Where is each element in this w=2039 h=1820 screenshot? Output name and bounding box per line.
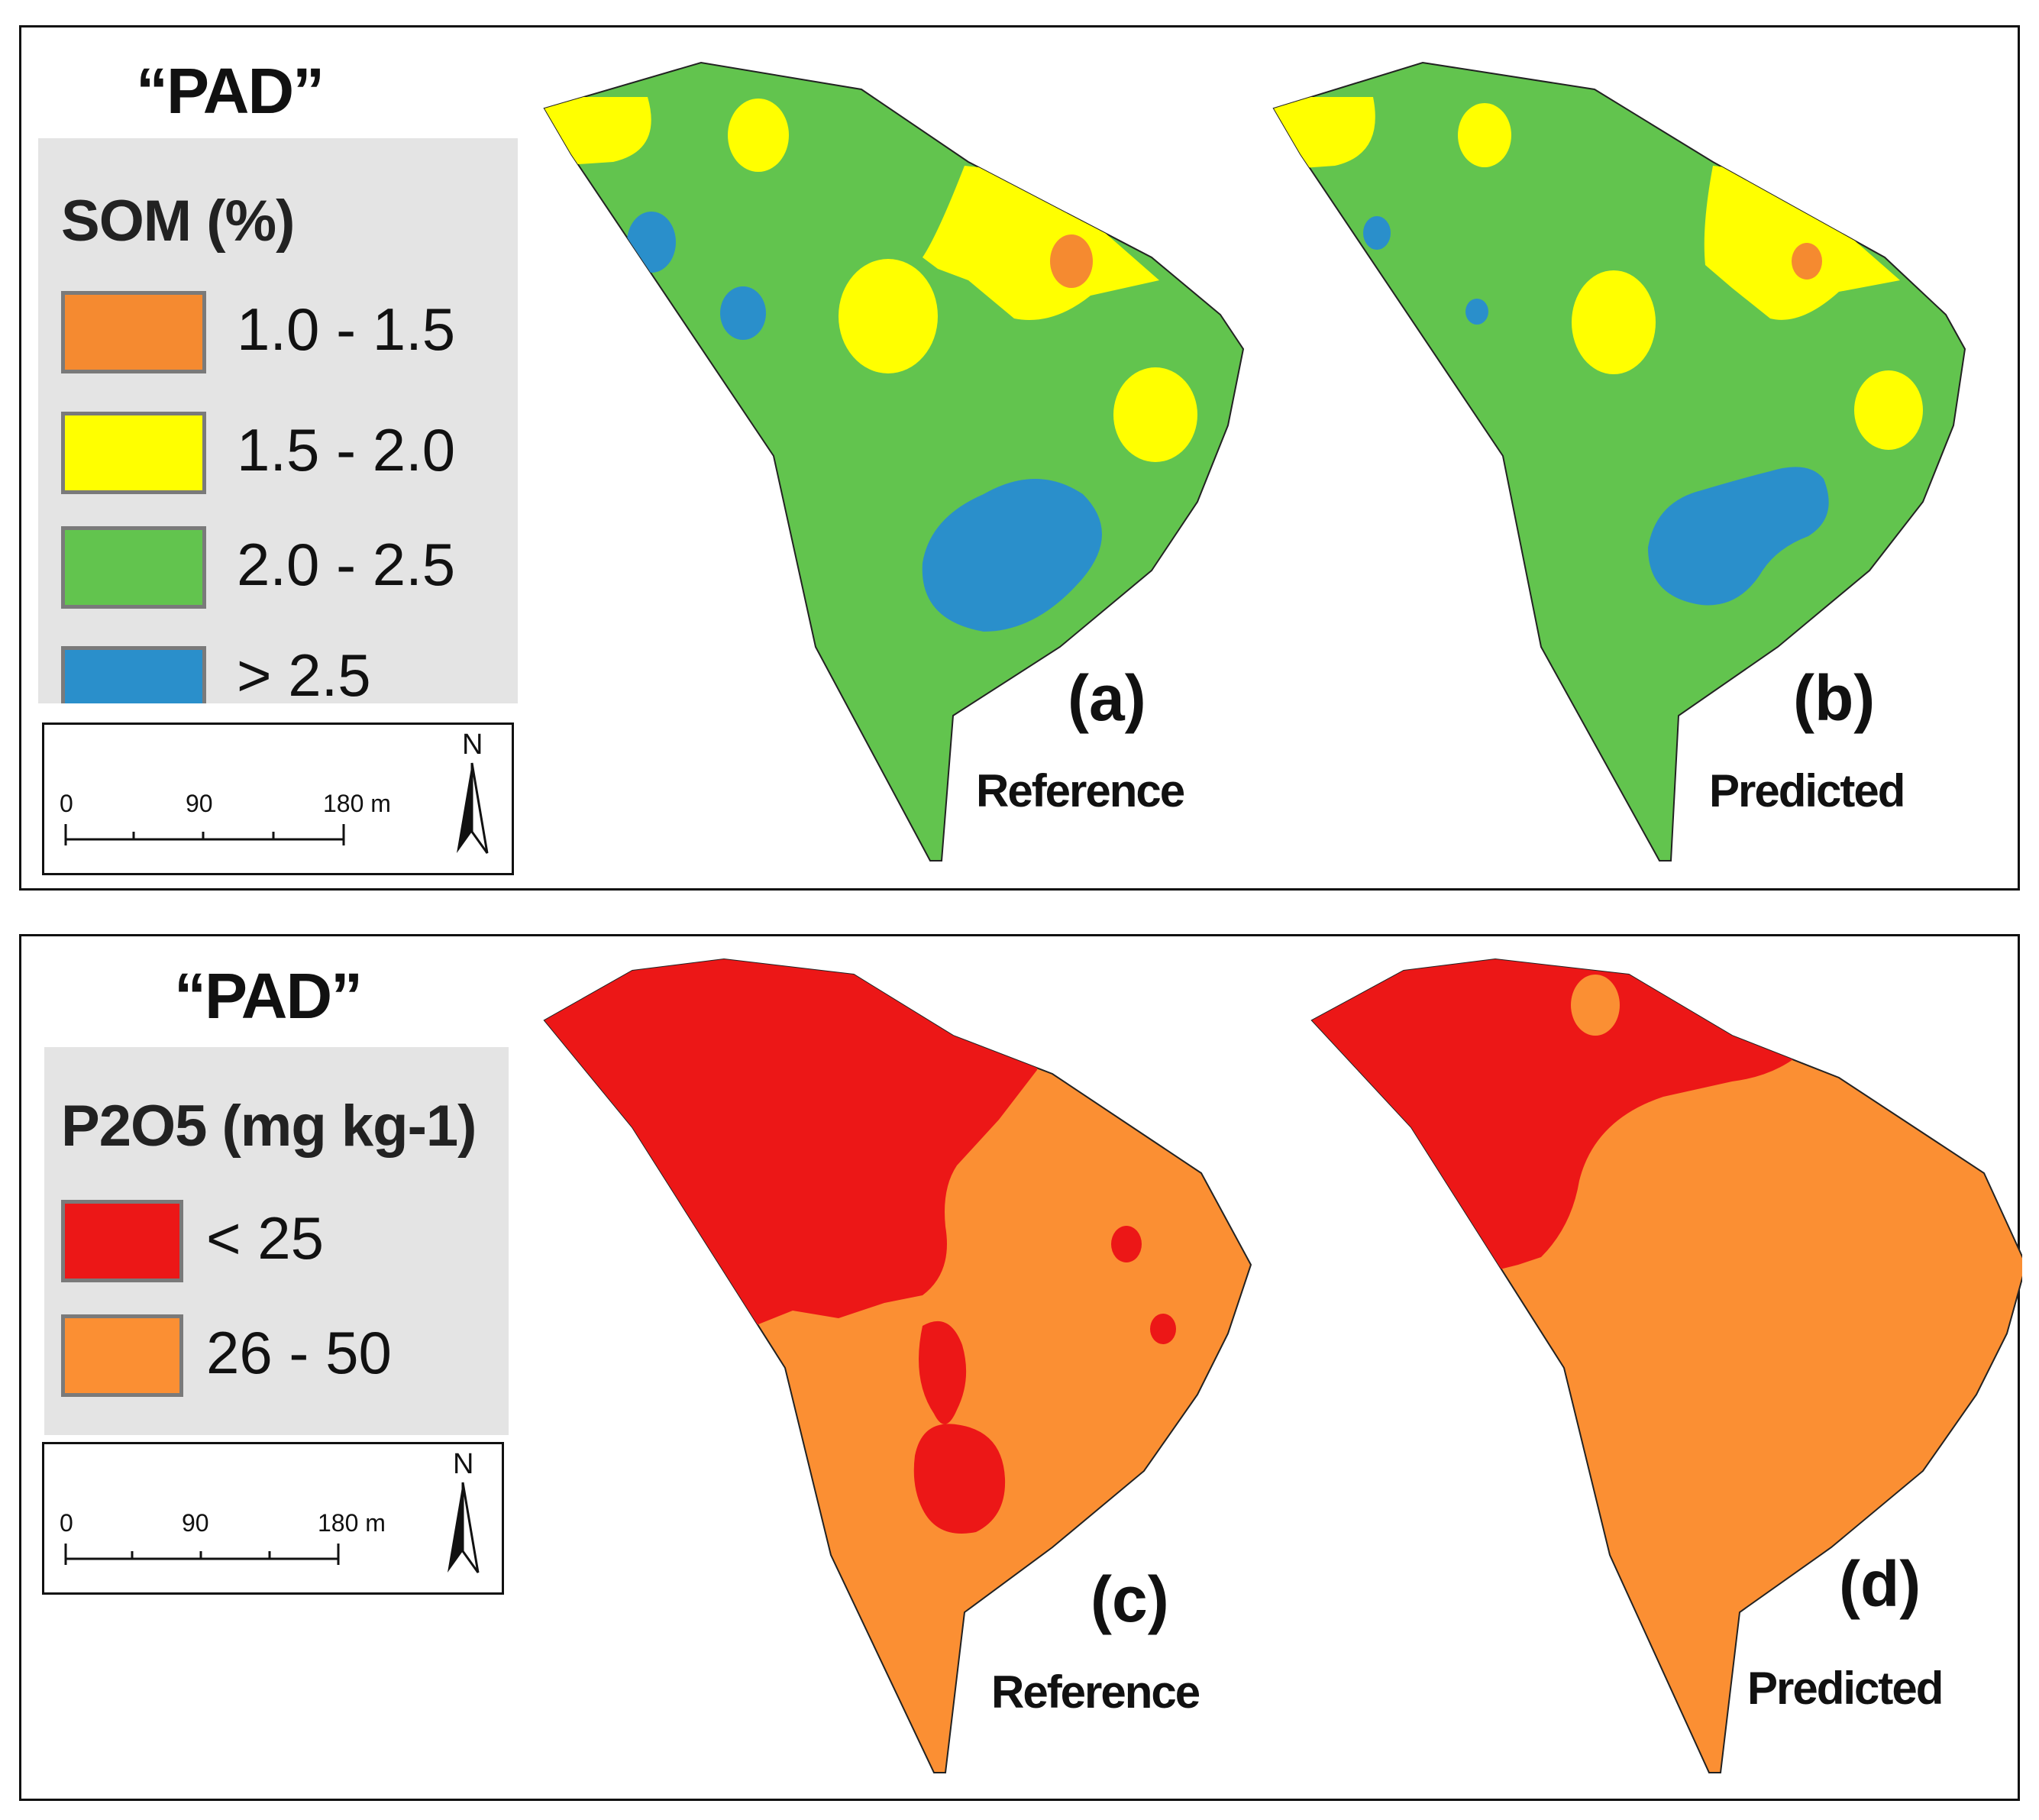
scale-tick-label: 90 bbox=[186, 790, 213, 817]
map-b-zone-yellow bbox=[1572, 270, 1656, 374]
map-d-zone-orange bbox=[1571, 975, 1620, 1036]
map-a-zone-orange bbox=[1050, 234, 1093, 288]
legend-label: > 2.5 bbox=[237, 642, 371, 709]
legend-title: P2O5 (mg kg-1) bbox=[61, 1094, 477, 1159]
map-b-predicted bbox=[1272, 61, 1966, 862]
figure-letter: (b) bbox=[1793, 662, 1876, 734]
figure-letter: (d) bbox=[1839, 1548, 1921, 1620]
som-legend: SOM (%) 1.0 - 1.5 1.5 - 2.0 2.0 - 2.5 > … bbox=[38, 138, 518, 709]
map-b-zone-yellow bbox=[1458, 103, 1511, 167]
scale-tick-label: 0 bbox=[60, 790, 73, 817]
map-a-boundary bbox=[543, 61, 1245, 862]
map-c-zone-red bbox=[913, 1424, 1006, 1534]
map-b-zone-yellow bbox=[1854, 370, 1923, 450]
map-a-zone-yellow bbox=[1113, 367, 1197, 462]
scale-bar-graphic bbox=[64, 762, 489, 854]
map-b-boundary bbox=[1272, 61, 1966, 862]
site-label: “PAD” bbox=[174, 960, 363, 1032]
map-b-zone-yellow bbox=[1704, 166, 1900, 320]
som-maps-canvas bbox=[543, 61, 1966, 862]
figure-letter: (c) bbox=[1091, 1563, 1169, 1635]
scale-bar: 0 90 180 m N bbox=[42, 723, 514, 875]
figure-caption: Reference bbox=[991, 1666, 1200, 1718]
p2o5-maps-canvas bbox=[543, 958, 2022, 1773]
map-a-zone-blue bbox=[720, 286, 766, 340]
north-arrow-label: N bbox=[462, 729, 483, 761]
scale-bar-graphic bbox=[64, 1482, 480, 1573]
legend-label: 1.5 - 2.0 bbox=[237, 416, 456, 483]
figure-caption: Reference bbox=[976, 765, 1185, 816]
scale-tick-label: 90 bbox=[182, 1509, 209, 1537]
map-c-zone-red bbox=[1150, 1314, 1176, 1344]
legend-swatch-blue bbox=[61, 646, 206, 703]
legend-swatch-red bbox=[61, 1200, 183, 1282]
legend-title: SOM (%) bbox=[61, 189, 295, 254]
map-a-zone-yellow bbox=[923, 166, 1159, 320]
figure-letter: (a) bbox=[1068, 662, 1146, 734]
som-map-panel: “PAD” SOM (%) 1.0 - 1.5 1.5 - 2.0 2.0 - … bbox=[19, 25, 2020, 891]
map-c-zone-red bbox=[919, 1321, 967, 1424]
legend-label: < 25 bbox=[206, 1204, 324, 1272]
scale-bar: 0 90 180 m N bbox=[42, 1442, 504, 1595]
map-a-reference bbox=[543, 61, 1245, 862]
figure-caption: Predicted bbox=[1709, 765, 1905, 816]
figure-caption: Predicted bbox=[1747, 1663, 1944, 1714]
legend-swatch-green bbox=[61, 526, 206, 609]
site-label: “PAD” bbox=[136, 55, 325, 127]
scale-tick-label: 0 bbox=[60, 1509, 73, 1537]
p2o5-map-panel: “PAD” P2O5 (mg kg-1) < 25 26 - 50 0 90 1… bbox=[19, 934, 2022, 1801]
map-b-zone-blue bbox=[1648, 467, 1829, 606]
p2o5-legend: P2O5 (mg kg-1) < 25 26 - 50 bbox=[44, 1047, 509, 1435]
map-d-predicted bbox=[1310, 958, 2022, 1773]
legend-swatch-orange bbox=[61, 1314, 183, 1397]
map-c-reference bbox=[543, 958, 1252, 1773]
map-a-zone-yellow bbox=[839, 259, 938, 373]
scale-tick-label: 180 m bbox=[323, 790, 391, 817]
map-b-zone-orange bbox=[1792, 243, 1822, 280]
north-arrow-label: N bbox=[453, 1448, 474, 1480]
legend-swatch-yellow bbox=[61, 412, 206, 494]
legend-label: 1.0 - 1.5 bbox=[237, 296, 456, 363]
scale-tick-label: 180 m bbox=[318, 1509, 386, 1537]
map-b-zone-blue bbox=[1363, 216, 1391, 250]
map-b-zone-blue bbox=[1465, 299, 1488, 325]
legend-label: 2.0 - 2.5 bbox=[237, 531, 456, 598]
legend-label: 26 - 50 bbox=[206, 1319, 392, 1386]
map-a-zone-blue bbox=[627, 212, 676, 273]
map-a-zone-blue bbox=[922, 479, 1102, 632]
map-c-zone-red bbox=[1111, 1226, 1142, 1262]
map-a-zone-yellow bbox=[728, 99, 789, 172]
legend-swatch-orange bbox=[61, 291, 206, 373]
